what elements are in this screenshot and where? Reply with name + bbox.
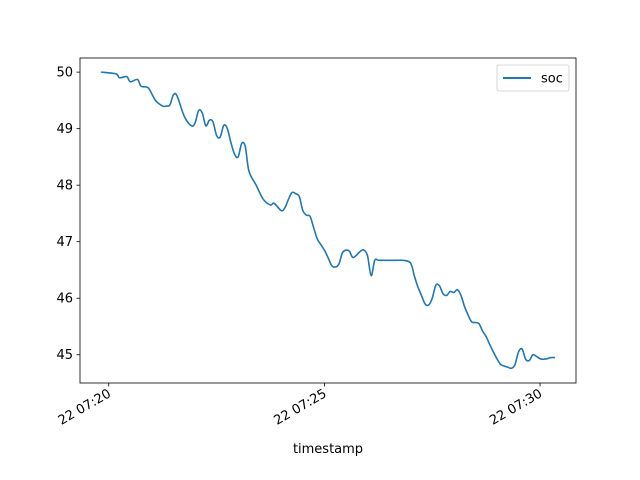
legend-label-soc: soc xyxy=(541,72,563,87)
y-tick-label: 48 xyxy=(56,179,73,194)
series-line-soc xyxy=(100,71,556,370)
plot-frame xyxy=(79,57,577,384)
y-tick-label: 47 xyxy=(56,235,73,250)
y-tick-label: 49 xyxy=(56,122,73,137)
legend-box xyxy=(496,64,570,92)
y-tick-label: 50 xyxy=(56,66,73,81)
plot-area xyxy=(80,58,576,383)
legend: soc xyxy=(496,64,570,92)
x-axis-label: timestamp xyxy=(293,442,363,457)
y-axis-ticks: 45 46 47 48 49 50 xyxy=(56,66,80,363)
y-tick-label: 45 xyxy=(56,348,73,363)
y-tick-label: 46 xyxy=(56,292,73,307)
series-layer xyxy=(100,71,556,370)
